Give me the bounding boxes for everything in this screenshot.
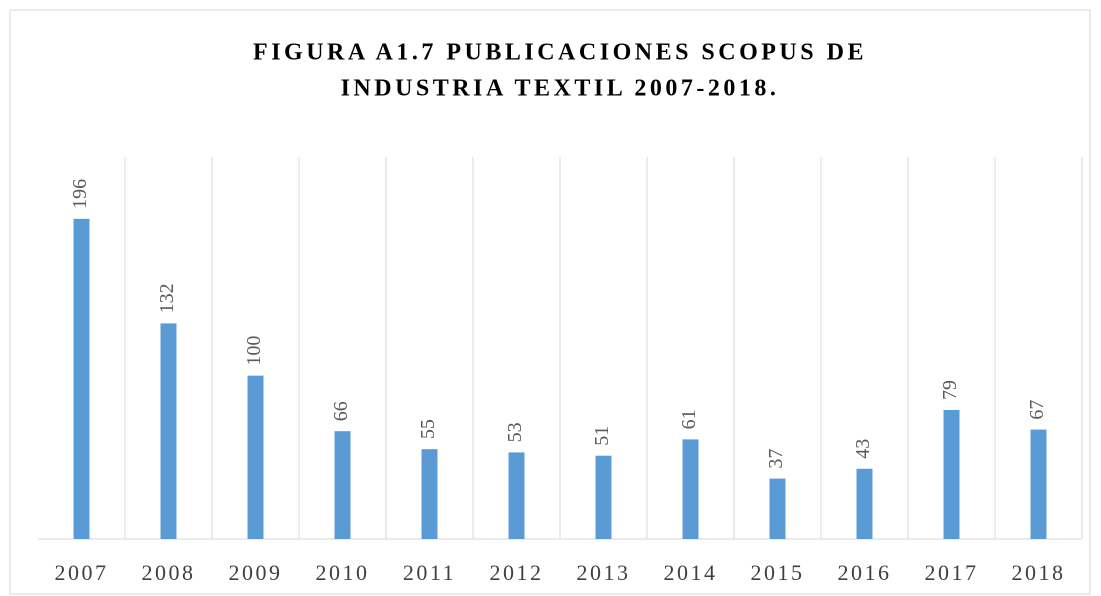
data-label: 55 [417, 419, 439, 439]
bar [1030, 429, 1047, 539]
data-label: 66 [330, 401, 352, 421]
bar [856, 468, 873, 539]
chart-title: INDUSTRIA TEXTIL 2007-2018. [341, 76, 780, 102]
data-label: 132 [156, 283, 178, 313]
bar [247, 375, 264, 539]
x-tick-label: 2011 [403, 560, 456, 585]
bar [73, 218, 90, 539]
x-tick-label: 2012 [490, 560, 544, 585]
bar [508, 452, 525, 539]
x-tick-label: 2014 [664, 560, 718, 585]
bar [421, 449, 438, 539]
x-tick-label: 2009 [229, 560, 283, 585]
x-tick-label: 2015 [751, 560, 805, 585]
bar [595, 455, 612, 539]
x-tick-label: 2007 [55, 560, 109, 585]
data-label: 61 [678, 409, 700, 429]
data-label: 37 [765, 449, 787, 469]
data-label: 79 [939, 380, 961, 400]
x-tick-label: 2016 [838, 560, 892, 585]
data-label: 67 [1026, 400, 1048, 420]
chart-title: FIGURA A1.7 PUBLICACIONES SCOPUS DE [253, 40, 867, 66]
data-label: 43 [852, 439, 874, 459]
bar [943, 409, 960, 539]
x-tick-label: 2008 [142, 560, 196, 585]
data-label: 196 [69, 179, 91, 209]
data-label: 53 [504, 422, 526, 442]
x-tick-label: 2018 [1012, 560, 1066, 585]
bar [682, 439, 699, 539]
x-tick-label: 2013 [577, 560, 631, 585]
chart-border [9, 9, 1091, 595]
bar [769, 478, 786, 539]
data-label: 100 [243, 336, 265, 366]
bar [334, 431, 351, 539]
x-tick-label: 2010 [316, 560, 370, 585]
bar [160, 323, 177, 539]
x-tick-label: 2017 [925, 560, 979, 585]
data-label: 51 [591, 426, 613, 446]
